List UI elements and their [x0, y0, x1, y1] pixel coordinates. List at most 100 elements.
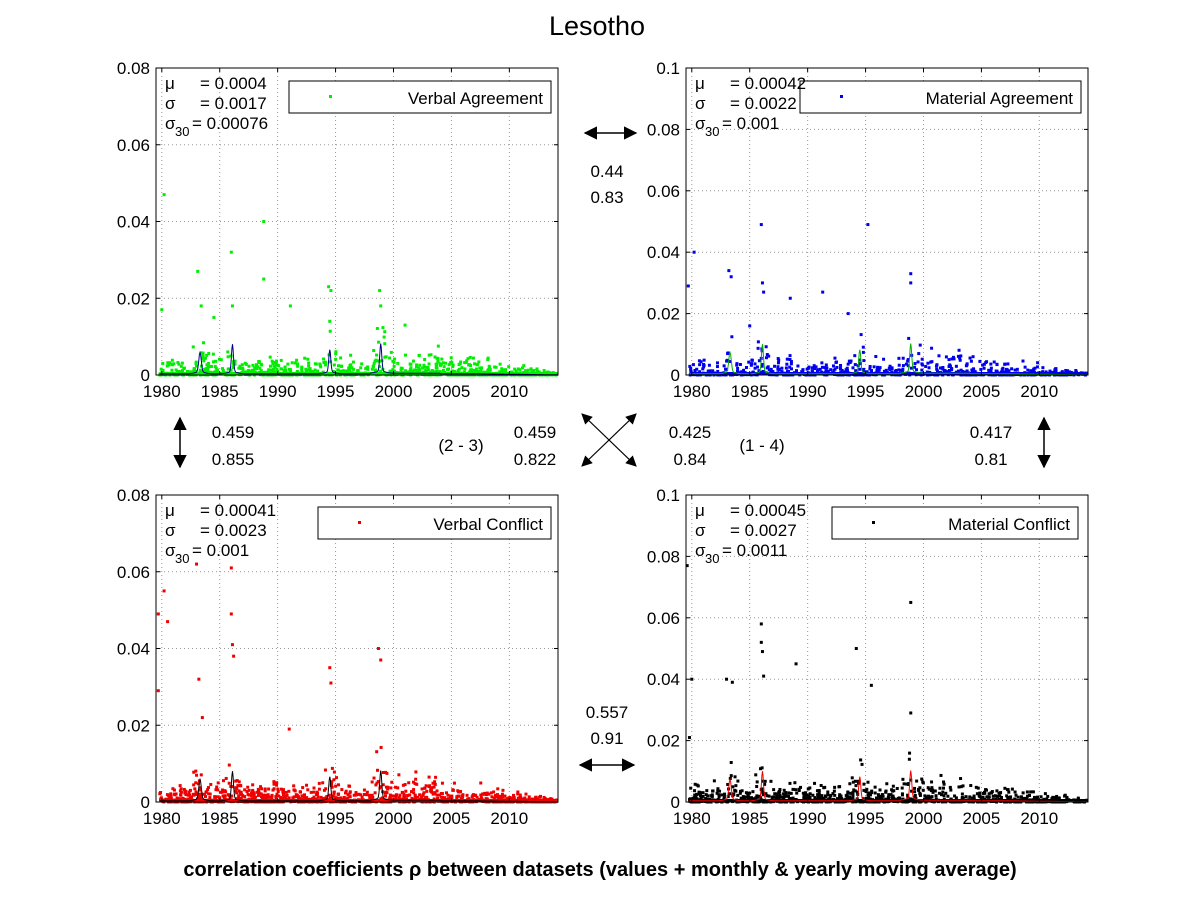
data-point — [312, 790, 316, 794]
data-point — [179, 787, 183, 791]
data-point — [415, 782, 419, 786]
data-point — [985, 360, 989, 364]
data-point — [775, 792, 779, 796]
data-point — [276, 790, 280, 794]
data-point — [283, 794, 287, 798]
data-point — [858, 362, 862, 366]
data-point — [909, 711, 913, 715]
data-point — [702, 358, 706, 362]
data-point — [859, 333, 863, 337]
data-point — [323, 363, 327, 367]
x-tick-label: 2005 — [963, 382, 1001, 401]
data-point — [789, 362, 793, 366]
data-point — [864, 796, 868, 800]
data-point — [180, 361, 184, 365]
data-point — [498, 362, 502, 366]
data-point — [869, 683, 873, 687]
data-point — [215, 785, 219, 789]
data-point — [339, 364, 343, 368]
data-point — [881, 794, 885, 798]
data-point — [815, 789, 819, 793]
data-point — [987, 368, 991, 372]
data-point — [272, 367, 276, 371]
x-tick-label: 1990 — [259, 382, 297, 401]
data-point — [167, 794, 171, 798]
data-point — [212, 315, 216, 319]
data-point — [505, 797, 509, 801]
data-point — [253, 366, 257, 370]
data-point — [996, 794, 1000, 798]
data-point — [399, 368, 403, 372]
data-point — [455, 797, 459, 801]
data-point — [321, 797, 325, 801]
data-point — [1019, 795, 1023, 799]
data-point — [1007, 795, 1011, 799]
data-point — [169, 796, 173, 800]
data-point — [381, 770, 385, 774]
data-point — [831, 364, 835, 368]
data-point — [239, 790, 243, 794]
data-point — [206, 788, 210, 792]
data-point — [262, 793, 266, 797]
data-point — [864, 790, 868, 794]
data-point — [194, 781, 198, 785]
data-point — [179, 793, 183, 797]
data-point — [904, 782, 908, 786]
data-point — [773, 792, 777, 796]
data-point — [902, 782, 906, 786]
data-point — [366, 367, 370, 371]
data-point — [956, 369, 960, 373]
x-tick-label: 2005 — [963, 809, 1001, 828]
data-point — [793, 781, 797, 785]
data-point — [960, 792, 964, 796]
data-point — [817, 791, 821, 795]
data-point — [705, 789, 709, 793]
data-point — [929, 360, 933, 364]
data-point — [472, 362, 476, 366]
data-point — [1048, 369, 1052, 373]
data-point — [403, 323, 407, 327]
data-point — [738, 362, 742, 366]
data-point — [878, 796, 882, 800]
data-point — [394, 796, 398, 800]
data-point — [759, 796, 763, 800]
plot-area — [686, 495, 1088, 802]
data-point — [761, 790, 765, 794]
data-point — [451, 363, 455, 367]
data-point — [498, 794, 502, 798]
data-point — [238, 783, 242, 787]
data-point — [1026, 368, 1030, 372]
data-point — [736, 793, 740, 797]
data-point — [293, 361, 297, 365]
stat-mu-symbol: μ — [695, 501, 705, 520]
data-point — [379, 658, 383, 662]
data-point — [907, 757, 911, 761]
data-point — [403, 353, 407, 357]
data-point — [1074, 369, 1078, 373]
stat-sigma-value: = 0.0023 — [200, 521, 267, 540]
data-point — [481, 792, 485, 796]
data-point — [378, 785, 382, 789]
data-point — [404, 369, 408, 373]
data-point — [168, 361, 172, 365]
data-point — [421, 793, 425, 797]
data-point — [396, 361, 400, 365]
data-point — [826, 793, 830, 797]
y-tick-label: 0.02 — [117, 716, 150, 735]
data-point — [825, 366, 829, 370]
data-point — [241, 794, 245, 798]
data-point — [179, 790, 183, 794]
data-point — [277, 364, 281, 368]
data-point — [479, 368, 483, 372]
data-point — [255, 367, 259, 371]
data-point — [930, 786, 934, 790]
data-point — [196, 782, 200, 786]
data-point — [480, 366, 484, 370]
data-point — [277, 794, 281, 798]
data-point — [407, 781, 411, 785]
data-point — [816, 368, 820, 372]
data-point — [434, 366, 438, 370]
data-point — [263, 789, 267, 793]
y-tick-label: 0.08 — [647, 547, 680, 566]
